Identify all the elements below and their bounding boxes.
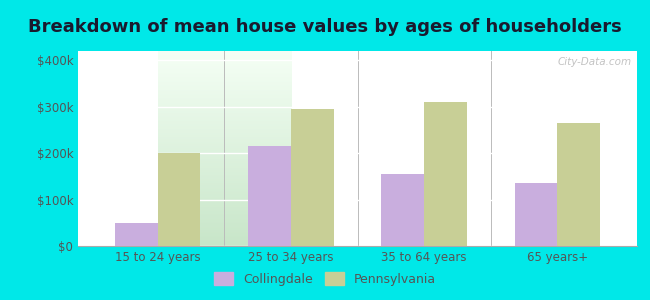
Bar [382,174,424,246]
Text: Breakdown of mean house values by ages of householders: Breakdown of mean house values by ages o… [28,18,622,36]
Bar [115,223,158,246]
Legend: Collingdale, Pennsylvania: Collingdale, Pennsylvania [209,267,441,291]
Bar [557,123,600,246]
Text: City-Data.com: City-Data.com [557,57,631,67]
Bar [248,146,291,246]
Bar [291,109,333,246]
Bar [158,153,200,246]
Bar [515,183,557,246]
Bar [424,102,467,246]
